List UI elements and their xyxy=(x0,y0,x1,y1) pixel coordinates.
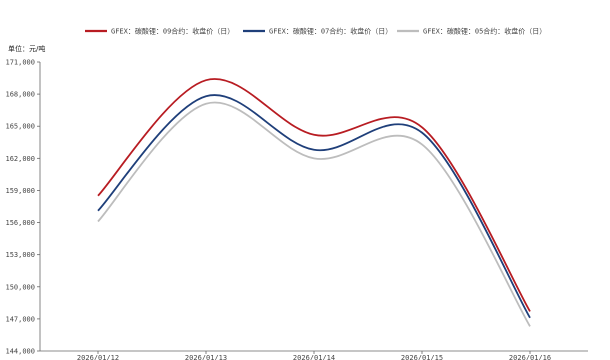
y-tick-label: 171,000 xyxy=(5,59,35,67)
x-axis: 2026/01/12 2026/01/13 2026/01/14 2026/01/15… xyxy=(40,350,588,360)
series-line xyxy=(97,94,531,319)
legend-label: GFEX：碳酸锂：09合约：收盘价（日） xyxy=(111,27,234,36)
y-tick-label: 156,000 xyxy=(5,219,35,227)
y-tick-label: 147,000 xyxy=(5,315,35,323)
legend-entry: GFEX：碳酸锂：09合约：收盘价（日） xyxy=(85,27,234,36)
y-tick-label: 165,000 xyxy=(5,123,35,131)
y-tick-label: 168,000 xyxy=(5,91,35,99)
y-tick-label: 162,000 xyxy=(5,155,35,163)
series-line xyxy=(97,78,531,312)
x-tick-label: 2026/01/14 xyxy=(293,354,335,360)
y-axis: 144,000 147,000 150,000 153,000 156,000 159,0… xyxy=(5,59,41,356)
y-tick-label: 153,000 xyxy=(5,251,35,259)
x-tick-label: 2026/01/13 xyxy=(185,354,227,360)
x-tick-label: 2026/01/12 xyxy=(77,354,119,360)
y-tick-label: 144,000 xyxy=(5,348,35,356)
legend-entry: GFEX：碳酸锂：05合约：收盘价（日） xyxy=(397,27,546,36)
legend-entry: GFEX：碳酸锂：07合约：收盘价（日） xyxy=(243,27,392,36)
legend-label: GFEX：碳酸锂：05合约：收盘价（日） xyxy=(423,27,546,36)
x-tick-label: 2026/01/16 xyxy=(509,354,551,360)
y-tick-label: 150,000 xyxy=(5,283,35,291)
legend-label: GFEX：碳酸锂：07合约：收盘价（日） xyxy=(269,27,392,36)
series-line xyxy=(97,101,531,327)
x-tick-label: 2026/01/15 xyxy=(401,354,443,360)
plot-area xyxy=(97,78,531,327)
legend: GFEX：碳酸锂：09合约：收盘价（日） GFEX：碳酸锂：07合约：收盘价（日）… xyxy=(85,27,546,36)
unit-label: 单位：元/吨 xyxy=(8,44,45,53)
y-tick-label: 159,000 xyxy=(5,187,35,195)
